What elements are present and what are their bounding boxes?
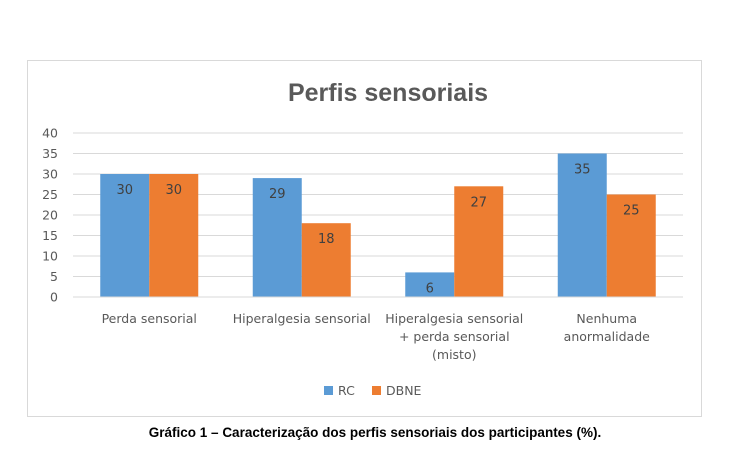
y-tick-label: 30 <box>42 167 58 182</box>
bar-chart: Perfis sensoriais 0 5 10 15 20 25 30 35 40 30 30 Per… <box>42 79 683 398</box>
data-label: 18 <box>318 232 335 247</box>
y-tick-label: 25 <box>42 187 58 202</box>
y-tick-label: 35 <box>42 146 58 161</box>
legend-label-rc: RC <box>338 383 355 398</box>
legend-label-dbne: DBNE <box>386 383 422 398</box>
y-tick-label: 5 <box>50 269 58 284</box>
category-label: (misto) <box>432 347 476 362</box>
chart-title: Perfis sensoriais <box>288 79 488 107</box>
y-tick-label: 40 <box>42 126 58 141</box>
category-label: Perda sensorial <box>102 311 197 326</box>
category-label: + perda sensorial <box>399 329 510 344</box>
data-label: 30 <box>165 183 182 198</box>
bar-rc <box>405 272 455 297</box>
category-label: Nenhuma <box>576 311 637 326</box>
data-label: 25 <box>623 204 640 219</box>
bar-dbne <box>606 194 656 297</box>
legend-swatch-rc <box>324 386 333 395</box>
y-tick-label: 0 <box>50 290 58 305</box>
figure-caption: Gráfico 1 – Caracterização dos perfis se… <box>148 425 602 440</box>
legend-swatch-dbne <box>372 386 381 395</box>
chart-frame: Perfis sensoriais 0 5 10 15 20 25 30 35 40 30 30 Per… <box>27 60 702 417</box>
data-label: 30 <box>116 183 133 198</box>
data-label: 27 <box>470 195 487 210</box>
bar-rc <box>252 178 302 297</box>
category-label: Hiperalgesia sensorial <box>233 311 371 326</box>
data-label: 6 <box>426 281 434 296</box>
bar-rc <box>557 153 607 297</box>
data-label: 35 <box>574 163 591 178</box>
bar-dbne <box>149 174 199 297</box>
bar-rc <box>100 174 150 297</box>
y-tick-label: 15 <box>42 228 58 243</box>
bar-dbne <box>301 223 351 297</box>
category-label: Hiperalgesia sensorial <box>385 311 523 326</box>
y-tick-label: 10 <box>42 249 58 264</box>
y-tick-label: 20 <box>42 208 58 223</box>
category-label: anormalidade <box>564 329 650 344</box>
bar-dbne <box>454 186 504 297</box>
data-label: 29 <box>269 187 286 202</box>
